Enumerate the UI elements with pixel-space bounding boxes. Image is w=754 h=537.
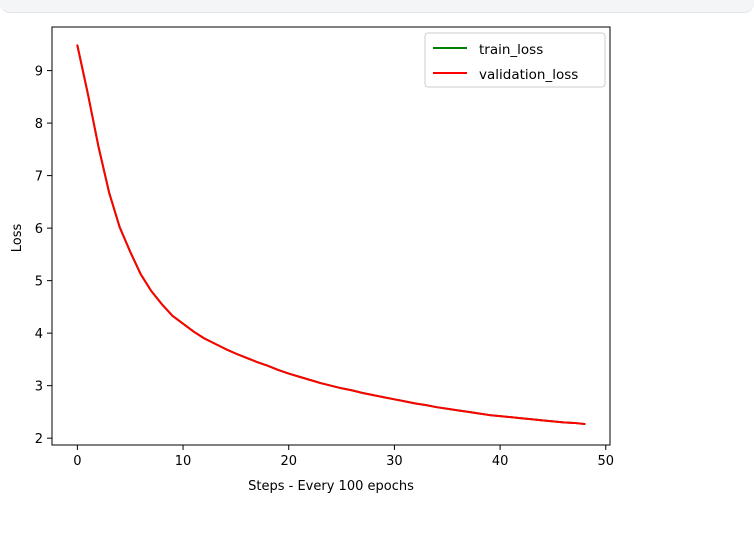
y-tick-label: 7 [35,170,43,185]
x-tick-label: 0 [73,454,81,469]
x-tick-label: 50 [597,454,614,469]
x-axis-label: Steps - Every 100 epochs [248,479,414,494]
x-tick-label: 40 [492,454,509,469]
y-tick-label: 6 [35,222,43,237]
y-axis: 2 3 4 5 6 7 8 9 [35,65,52,447]
series-line-validation-loss [76,44,586,425]
legend: train_loss validation_loss [424,32,606,88]
legend-label-validation-loss: validation_loss [479,67,578,83]
y-tick-label: 8 [35,117,43,132]
legend-label-train-loss: train_loss [479,42,543,58]
x-tick-label: 10 [175,454,192,469]
x-tick-label: 20 [280,454,297,469]
legend-box [424,32,606,88]
plot-area [76,44,586,425]
x-tick-label: 30 [386,454,403,469]
y-tick-label: 5 [35,275,43,290]
y-tick-label: 9 [35,65,43,80]
series-line-train-loss [76,44,586,425]
y-tick-label: 4 [35,327,43,342]
top-strip [0,0,754,13]
y-axis-label: Loss [10,224,25,253]
plot-frame [51,26,611,446]
x-axis: 0 10 20 30 40 50 [73,445,614,469]
y-tick-label: 2 [35,432,43,447]
y-tick-label: 3 [35,380,43,395]
